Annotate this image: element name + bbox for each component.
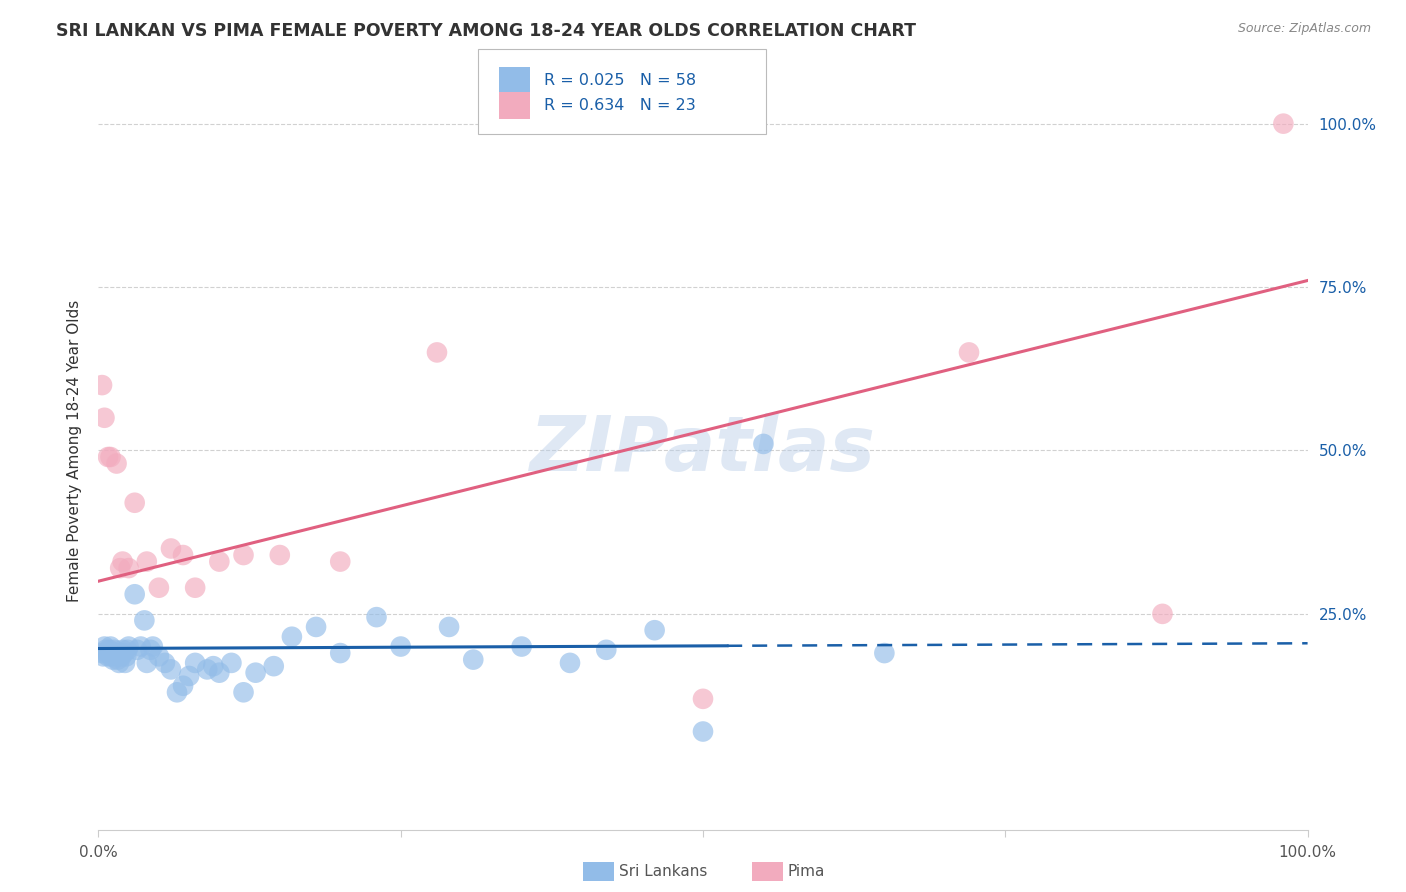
Y-axis label: Female Poverty Among 18-24 Year Olds: Female Poverty Among 18-24 Year Olds <box>66 300 82 601</box>
Point <box>97 450 120 464</box>
Point <box>752 437 775 451</box>
Point <box>957 345 980 359</box>
Text: ZIPatlas: ZIPatlas <box>530 414 876 487</box>
Point <box>110 649 132 664</box>
Point <box>93 640 115 654</box>
Point <box>91 646 114 660</box>
Point <box>148 581 170 595</box>
Point <box>108 656 131 670</box>
Point <box>100 640 122 654</box>
Text: Pima: Pima <box>787 864 825 879</box>
Point <box>389 640 412 654</box>
Point <box>644 624 666 638</box>
Point <box>1272 117 1295 131</box>
Point <box>124 587 146 601</box>
Point <box>281 630 304 644</box>
Point <box>135 555 157 569</box>
Point <box>366 610 388 624</box>
Point <box>97 649 120 664</box>
Point <box>1152 607 1174 621</box>
Point <box>111 555 134 569</box>
Point <box>153 656 176 670</box>
Point <box>104 646 127 660</box>
Point <box>103 642 125 657</box>
Point <box>105 457 128 471</box>
Point <box>100 649 122 664</box>
Point <box>94 642 117 657</box>
Point <box>195 662 218 676</box>
Point <box>692 724 714 739</box>
Point <box>510 640 533 654</box>
Point <box>463 652 485 666</box>
Point <box>232 548 254 562</box>
Point <box>127 642 149 657</box>
Text: R = 0.634   N = 23: R = 0.634 N = 23 <box>544 98 696 112</box>
Point <box>112 646 135 660</box>
Point <box>208 555 231 569</box>
Point <box>245 665 267 680</box>
Point <box>96 646 118 660</box>
Point <box>114 656 136 670</box>
Point <box>558 656 581 670</box>
Point <box>115 649 138 664</box>
Text: R = 0.025   N = 58: R = 0.025 N = 58 <box>544 73 696 87</box>
Point <box>172 548 194 562</box>
Point <box>184 581 207 595</box>
Point <box>437 620 460 634</box>
Point <box>98 642 121 657</box>
Point <box>160 541 183 556</box>
Point <box>135 656 157 670</box>
Point <box>108 646 131 660</box>
Point <box>166 685 188 699</box>
Point <box>118 640 141 654</box>
Point <box>139 642 162 657</box>
Point <box>595 642 617 657</box>
Point <box>118 561 141 575</box>
Point <box>107 652 129 666</box>
Point <box>305 620 328 634</box>
Point <box>129 640 152 654</box>
Point <box>329 555 352 569</box>
Text: SRI LANKAN VS PIMA FEMALE POVERTY AMONG 18-24 YEAR OLDS CORRELATION CHART: SRI LANKAN VS PIMA FEMALE POVERTY AMONG … <box>56 22 917 40</box>
Point <box>172 679 194 693</box>
Point <box>108 561 131 575</box>
Point <box>221 656 243 670</box>
Point <box>124 496 146 510</box>
Point <box>202 659 225 673</box>
Point <box>873 646 896 660</box>
Point <box>329 646 352 660</box>
Point <box>208 665 231 680</box>
Point <box>105 649 128 664</box>
Point <box>101 652 124 666</box>
Point <box>93 410 115 425</box>
Point <box>269 548 291 562</box>
Point <box>91 649 114 664</box>
Point <box>100 450 122 464</box>
Point <box>263 659 285 673</box>
Point <box>134 614 156 628</box>
Point <box>692 691 714 706</box>
Text: Sri Lankans: Sri Lankans <box>619 864 707 879</box>
Point <box>160 662 183 676</box>
Point <box>148 649 170 664</box>
Point <box>117 642 139 657</box>
Point <box>179 669 201 683</box>
Point <box>426 345 449 359</box>
Point <box>142 640 165 654</box>
Text: Source: ZipAtlas.com: Source: ZipAtlas.com <box>1237 22 1371 36</box>
Point <box>184 656 207 670</box>
Point <box>91 378 114 392</box>
Point <box>232 685 254 699</box>
Point <box>111 642 134 657</box>
